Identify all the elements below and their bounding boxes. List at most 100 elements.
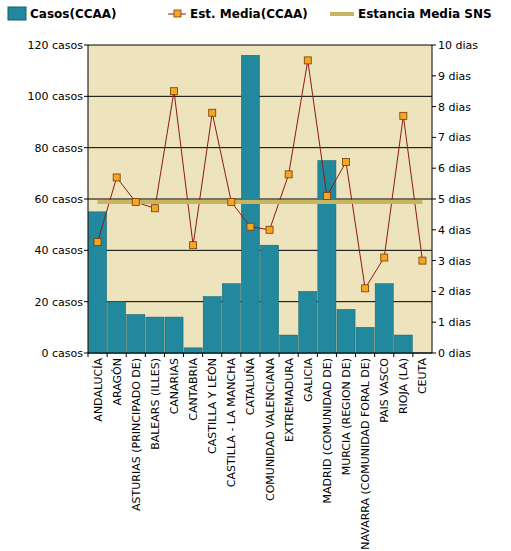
legend-swatch [8,7,26,20]
tick [355,353,356,357]
category-label: MADRID (COMUNIDAD DE) [321,358,334,503]
tick [145,353,146,357]
marker [247,223,254,230]
tick-label: 60 casos [35,193,84,206]
line [98,60,423,288]
tick [84,250,88,251]
legend-swatch [330,12,354,16]
category-label: ARAGÓN [111,358,124,405]
tick [432,75,436,76]
axis-line [432,45,433,353]
grid-line [88,96,432,97]
marker [171,88,178,95]
marker [132,199,139,206]
tick-label: 7 dias [438,131,471,144]
tick [164,353,165,357]
tick-label: 2 dias [438,285,471,298]
grid-line [88,45,432,46]
tick-label: 1 dias [438,316,471,329]
marker [343,159,350,166]
category-label: CANARIAS [168,358,181,414]
tick-label: 3 dias [438,255,471,268]
category-label: CATALUÑA [244,358,257,416]
tick [84,96,88,97]
marker [304,57,311,64]
tick [393,353,394,357]
marker [381,254,388,261]
category-label: ASTURIAS (PRINCIPADO DE) [130,358,143,511]
category-label: CASTILLA Y LEÓN [206,358,219,454]
tick-label: 120 casos [28,39,84,52]
marker [151,205,158,212]
category-label: CEUTA [416,358,429,395]
tick-label: 0 dias [438,347,471,360]
category-label: PAIS VASCO [378,358,391,423]
tick [260,353,261,357]
tick [336,353,337,357]
tick [88,353,89,357]
tick-label: 80 casos [35,142,84,155]
plot-background [88,45,432,353]
tick [432,199,436,200]
marker [419,257,426,264]
marks [89,55,423,353]
tick-label: 0 casos [42,347,84,360]
tick [279,353,280,357]
marker [209,109,216,116]
tick [202,353,203,357]
category-label: CASTILLA - LA MANCHA [225,358,238,488]
tick [432,322,436,323]
marker [113,174,120,181]
category-label: RIOJA (LA) [397,358,410,414]
bar [127,315,145,354]
legend-swatch [174,10,181,17]
legend-label: Est. Media(CCAA) [190,7,308,21]
bar [241,55,259,353]
tick [432,291,436,292]
marker [228,199,235,206]
marker [323,192,330,199]
tick [432,353,436,354]
bar [165,317,183,353]
line [98,200,423,204]
tick [432,106,436,107]
category-label: ANDALUCÍA [92,358,105,422]
tick [298,353,299,357]
tick [432,137,436,138]
marker [94,239,101,246]
tick [432,229,436,230]
tick-label: 5 dias [438,193,471,206]
legend-label: Casos(CCAA) [30,7,117,21]
tick [126,353,127,357]
tick [221,353,222,357]
legend-label: Estancia Media SNS [358,7,492,21]
bar [89,212,107,353]
tick-label: 8 dias [438,101,471,114]
bar [146,317,164,353]
tick [107,353,108,357]
bar [280,335,298,353]
category-label: MURCIA (REGION DE) [340,358,353,475]
bar [318,161,336,354]
tick [317,353,318,357]
bar [222,284,240,353]
tick-label: 6 dias [438,162,471,175]
tick-label: 10 dias [438,39,478,52]
bar [184,348,202,353]
marker [190,242,197,249]
tick [432,45,436,46]
category-label: COMUNIDAD VALENCIANA [264,358,277,501]
tick-label: 20 casos [35,296,84,309]
tick [432,260,436,261]
category-label: CANTABRIA [187,358,200,421]
tick [84,353,88,354]
grid-line [88,250,432,251]
tick-label: 40 casos [35,244,84,257]
tick [84,199,88,200]
axis-line [88,45,89,353]
bar [375,284,393,353]
bar [299,291,317,353]
marker [362,285,369,292]
tick [374,353,375,357]
bar [337,309,355,353]
